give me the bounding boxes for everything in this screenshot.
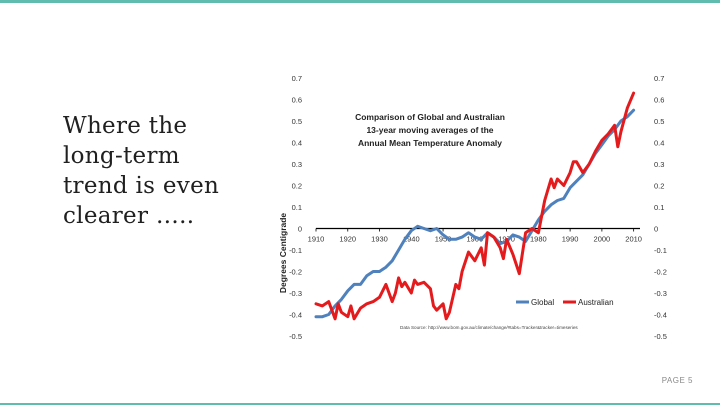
chart-title-line-3: Annual Mean Temperature Anomaly [358,138,502,148]
page-number: PAGE 5 [661,376,693,385]
slide-heading: Where the long-term trend is even cleare… [63,111,263,231]
bottom-accent-bar [0,403,720,405]
series-line-australian [314,91,636,321]
x-tick-label: 1940 [403,235,420,244]
heading-line: long-term [63,143,180,169]
legend-australian-label: Australian [578,298,614,307]
chart-title-line-2: 13-year moving averages of the [366,125,493,135]
x-tick-label: 1960 [466,235,483,244]
series-global [314,108,636,319]
y-tick-label-left: 0.4 [292,139,302,148]
heading-line: trend is even [63,173,220,199]
x-tick-label: 1990 [562,235,579,244]
y-tick-label-left: -0.5 [289,332,302,341]
y-tick-label-left: -0.3 [289,289,302,298]
y-axis-label: Degrees Centigrade [278,213,288,294]
y-tick-label-left: 0.7 [292,74,302,83]
y-tick-label-left: -0.1 [289,246,302,255]
y-tick-label-left: 0.3 [292,160,302,169]
x-tick-label: 2000 [594,235,611,244]
series-australian [314,91,636,321]
chart-title-line-1: Comparison of Global and Australian [355,112,505,122]
y-tick-label-right: 0.7 [654,74,664,83]
temperature-anomaly-chart: Degrees Centigrade Comparison of Global … [278,74,667,341]
x-tick-label: 1980 [530,235,547,244]
x-tick-label: 1930 [371,235,388,244]
x-tick-label: 1920 [339,235,356,244]
y-tick-label-left: 0.2 [292,182,302,191]
y-tick-label-right: 0 [654,225,658,234]
series-line-global [314,108,636,319]
heading-line: Where the [63,113,188,139]
y-tick-label-left: -0.4 [289,311,302,320]
y-tick-label-left: 0.6 [292,96,302,105]
y-tick-label-right: -0.3 [654,289,667,298]
y-tick-label-right: -0.4 [654,311,667,320]
y-tick-label-right: -0.1 [654,246,667,255]
y-tick-label-left: 0.5 [292,117,302,126]
x-tick-label: 1910 [308,235,325,244]
data-source-note: Data Source: http://www.bom.gov.au/clima… [400,325,578,330]
legend-global-label: Global [531,298,554,307]
y-tick-label-right: 0.1 [654,203,664,212]
heading-line: clearer ….. [63,203,195,229]
y-tick-label-left: 0 [298,225,302,234]
x-tick-label: 1950 [435,235,452,244]
y-tick-label-right: 0.5 [654,117,664,126]
top-accent-bar [0,0,720,3]
y-tick-label-right: 0.3 [654,160,664,169]
y-tick-label-right: -0.5 [654,332,667,341]
y-tick-label-right: -0.2 [654,268,667,277]
y-tick-label-left: 0.1 [292,203,302,212]
y-tick-label-left: -0.2 [289,268,302,277]
x-tick-label: 2010 [625,235,642,244]
y-tick-label-right: 0.4 [654,139,664,148]
y-tick-label-right: 0.6 [654,96,664,105]
y-tick-label-right: 0.2 [654,182,664,191]
